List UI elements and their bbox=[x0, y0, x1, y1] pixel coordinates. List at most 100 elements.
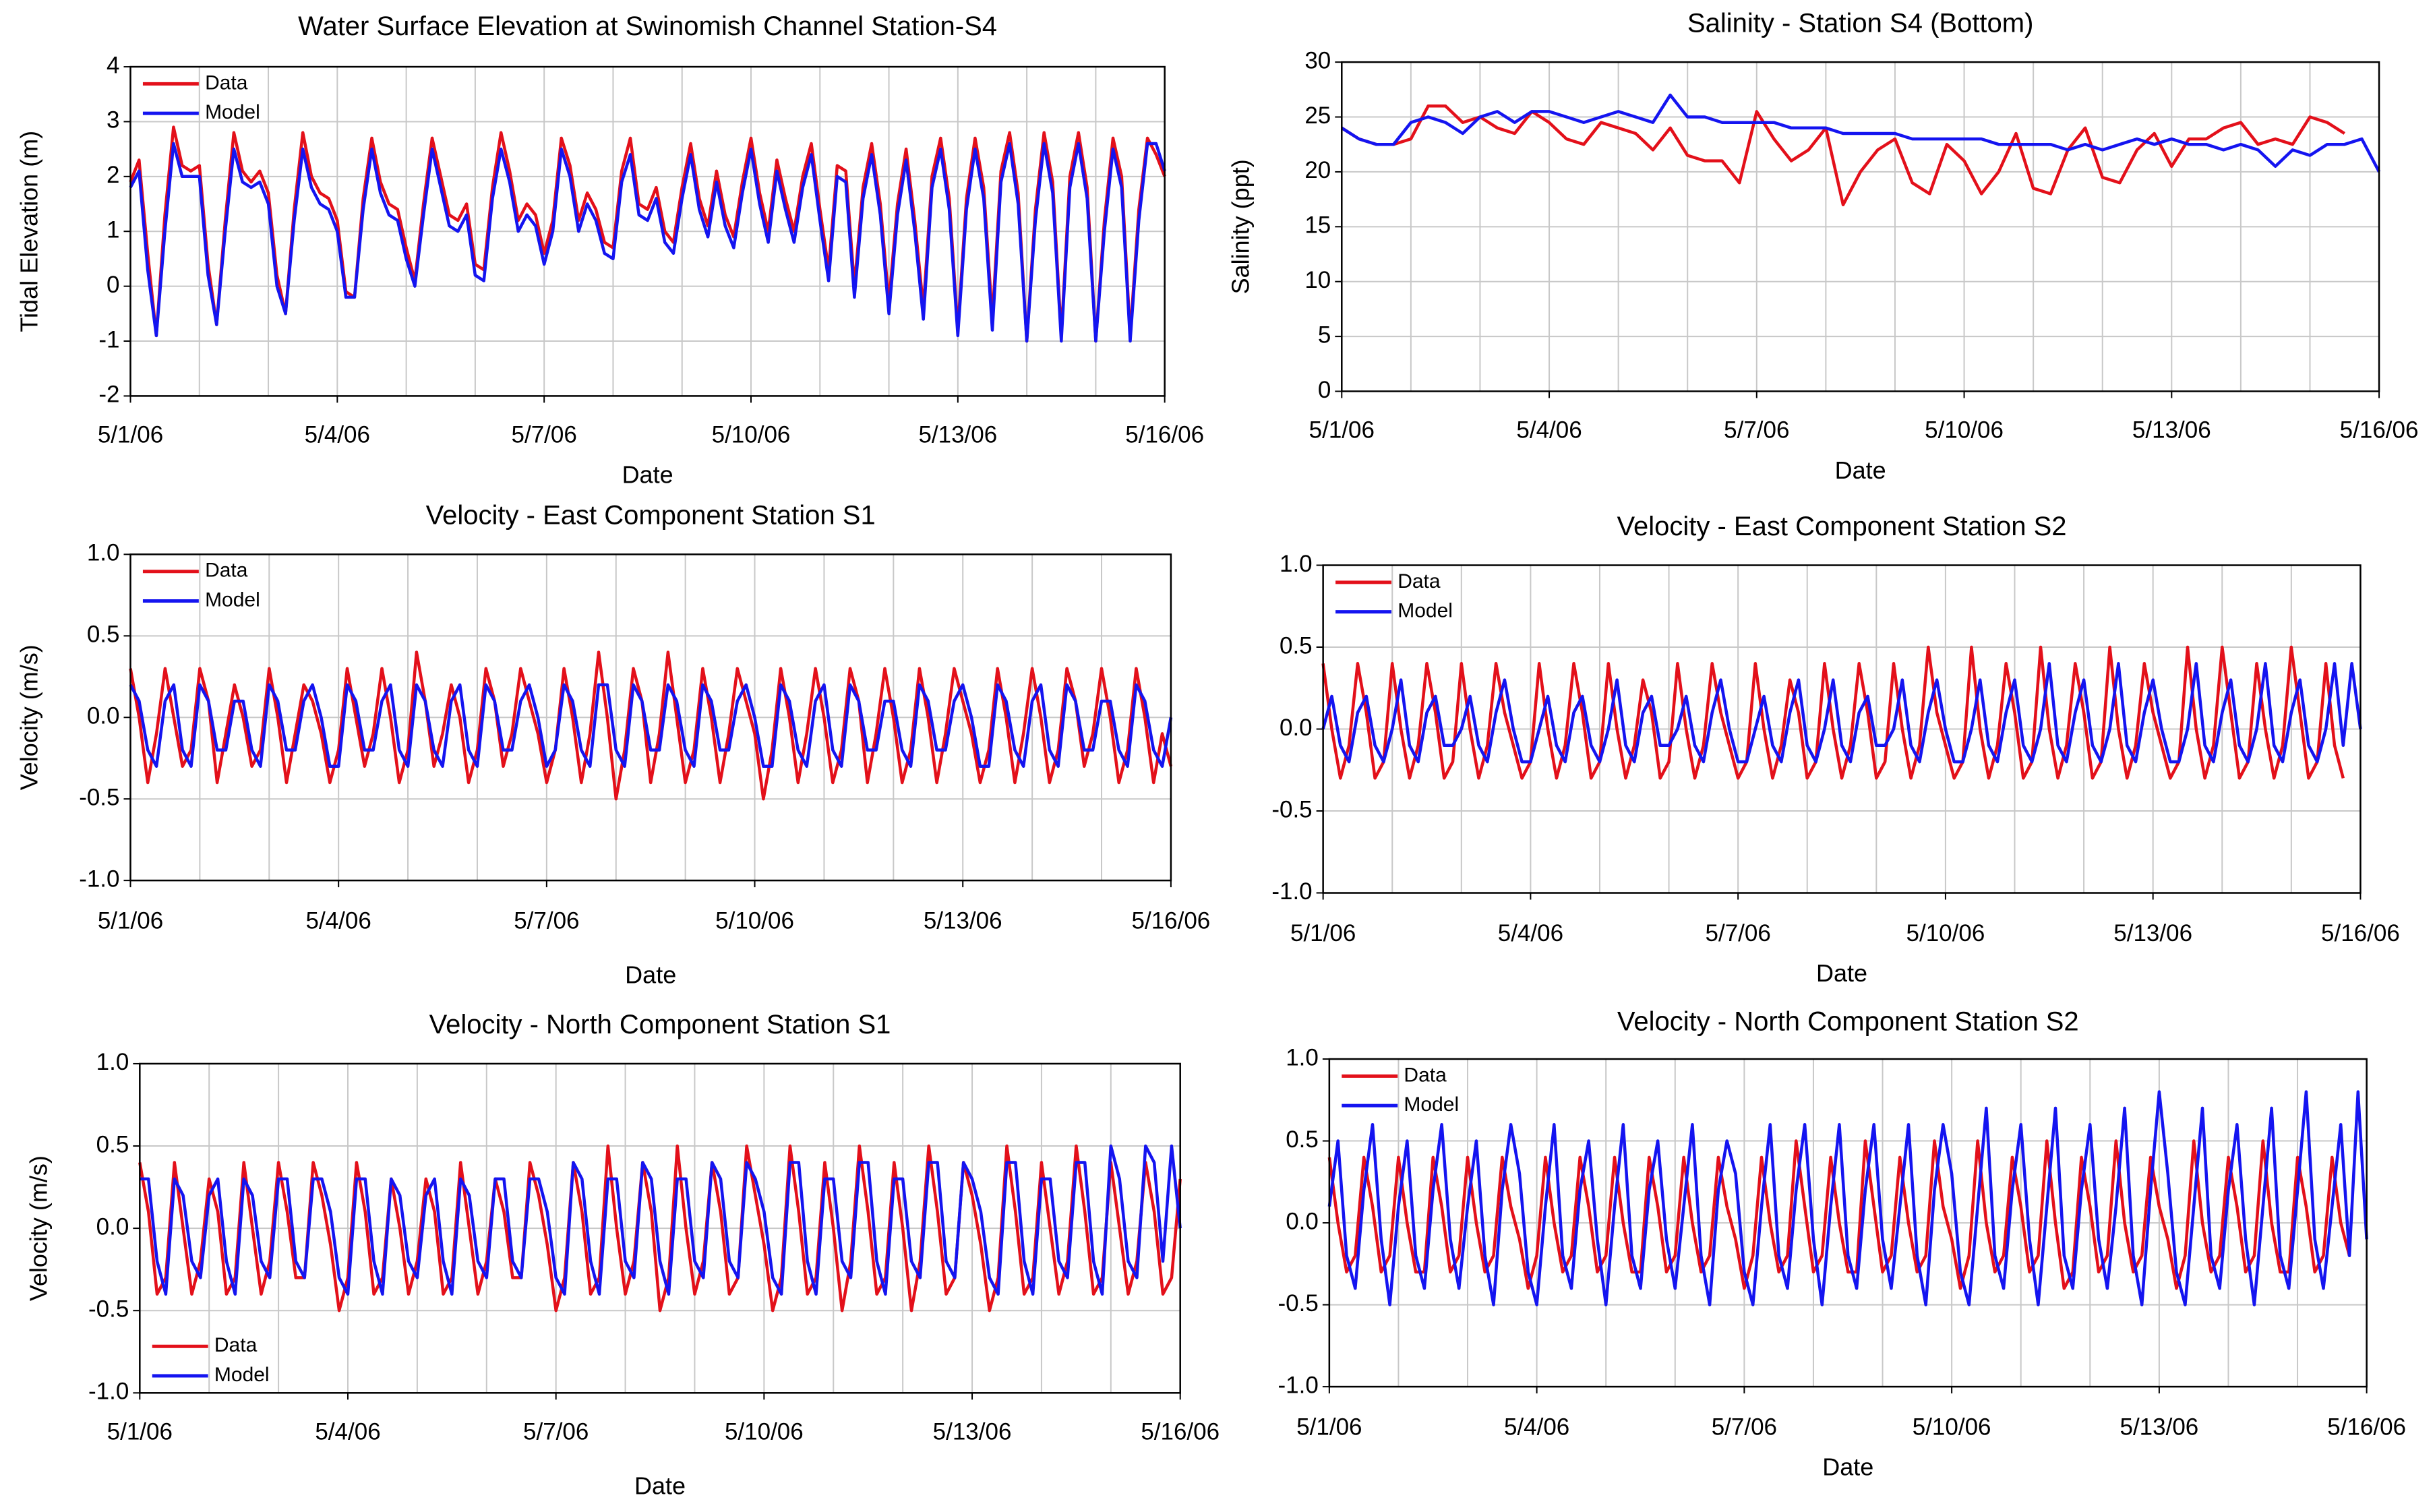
x-tick-label: 5/7/06 bbox=[512, 422, 577, 448]
x-axis-label: Date bbox=[1822, 1453, 1873, 1481]
chart-title: Velocity - East Component Station S2 bbox=[1617, 512, 2067, 541]
y-tick-label: 20 bbox=[1304, 157, 1331, 183]
y-tick-label: 0 bbox=[107, 272, 119, 298]
chart-title: Salinity - Station S4 (Bottom) bbox=[1687, 8, 2034, 38]
x-tick-label: 5/10/06 bbox=[1906, 920, 1985, 946]
y-tick-label: 0.0 bbox=[87, 703, 120, 729]
legend-label: Model bbox=[214, 1364, 270, 1386]
legend-label: Data bbox=[1397, 570, 1441, 593]
y-tick-label: -1.0 bbox=[1278, 1372, 1319, 1398]
data-line bbox=[129, 651, 1173, 801]
y-tick-label: 10 bbox=[1304, 267, 1331, 293]
y-tick-label: 0.0 bbox=[1280, 715, 1313, 741]
x-axis-label: Date bbox=[634, 1472, 686, 1499]
y-tick-label: 25 bbox=[1304, 102, 1331, 129]
y-tick-label: 0.0 bbox=[1286, 1208, 1319, 1234]
data-line bbox=[1321, 645, 2345, 780]
y-tick-label: 3 bbox=[107, 107, 119, 133]
data-line bbox=[1327, 1090, 2368, 1306]
x-tick-label: 5/4/06 bbox=[315, 1418, 380, 1445]
y-tick-label: -1.0 bbox=[79, 866, 119, 892]
legend-label: Model bbox=[205, 588, 260, 611]
y-tick-label: -2 bbox=[98, 382, 119, 408]
legend-label: Model bbox=[1404, 1093, 1459, 1116]
x-tick-label: 5/16/06 bbox=[2321, 920, 2400, 946]
plot-frame bbox=[129, 65, 1166, 397]
y-tick-label: 1 bbox=[107, 216, 119, 243]
plot-frame bbox=[129, 553, 1172, 882]
x-tick-label: 5/16/06 bbox=[1141, 1418, 1220, 1445]
x-tick-label: 5/1/06 bbox=[1290, 920, 1356, 946]
x-tick-label: 5/10/06 bbox=[1925, 417, 2004, 444]
x-axis-label: Date bbox=[625, 961, 676, 988]
x-tick-label: 5/7/06 bbox=[514, 908, 579, 934]
x-tick-label: 5/1/06 bbox=[1309, 417, 1375, 444]
chart-title: Water Surface Elevation at Swinomish Cha… bbox=[298, 11, 997, 41]
x-axis-label: Date bbox=[1835, 456, 1886, 484]
x-tick-label: 5/13/06 bbox=[2120, 1414, 2198, 1441]
data-line bbox=[1341, 93, 2381, 173]
x-tick-label: 5/4/06 bbox=[305, 422, 370, 448]
data-line bbox=[1341, 104, 2346, 207]
data-line bbox=[129, 142, 1166, 343]
y-tick-label: -1.0 bbox=[1271, 878, 1312, 905]
y-tick-label: 0.5 bbox=[96, 1131, 129, 1157]
x-tick-label: 5/10/06 bbox=[715, 908, 794, 934]
x-axis-label: Date bbox=[1816, 959, 1867, 987]
y-tick-label: -1.0 bbox=[88, 1379, 129, 1405]
plot-frame bbox=[1328, 1058, 2368, 1388]
y-tick-label: 30 bbox=[1304, 47, 1331, 73]
y-tick-label: 4 bbox=[107, 52, 119, 78]
y-tick-label: 15 bbox=[1304, 212, 1331, 239]
x-tick-label: 5/13/06 bbox=[924, 908, 1002, 934]
x-tick-label: 5/7/06 bbox=[523, 1418, 589, 1445]
legend-label: Data bbox=[1404, 1064, 1447, 1086]
plot-frame bbox=[1322, 564, 2362, 894]
y-tick-label: -0.5 bbox=[79, 784, 119, 810]
y-tick-label: 0.5 bbox=[1286, 1126, 1319, 1153]
y-tick-label: 2 bbox=[107, 162, 119, 188]
chart: Velocity - North Component Station S1 -1.… bbox=[24, 1010, 1220, 1499]
chart: Salinity - Station S4 (Bottom) 0 5 10 15 20 25… bbox=[1226, 8, 2418, 483]
y-tick-label: 5 bbox=[1318, 322, 1331, 348]
y-axis-label: Tidal Elevation (m) bbox=[16, 131, 43, 332]
x-tick-label: 5/16/06 bbox=[2327, 1414, 2406, 1441]
x-tick-label: 5/16/06 bbox=[2340, 417, 2419, 444]
y-tick-label: -0.5 bbox=[1271, 796, 1312, 822]
chart: Velocity - East Component Station S1 -1.0… bbox=[16, 501, 1211, 989]
x-tick-label: 5/4/06 bbox=[306, 908, 371, 934]
chart-title: Velocity - East Component Station S1 bbox=[426, 501, 876, 531]
y-axis-label: Salinity (ppt) bbox=[1226, 159, 1254, 294]
x-tick-label: 5/16/06 bbox=[1125, 422, 1204, 448]
x-tick-label: 5/16/06 bbox=[1132, 908, 1211, 934]
chart-title: Velocity - North Component Station S1 bbox=[429, 1010, 891, 1039]
x-tick-label: 5/1/06 bbox=[98, 422, 163, 448]
x-tick-label: 5/1/06 bbox=[98, 908, 163, 934]
x-tick-label: 5/4/06 bbox=[1516, 417, 1582, 444]
legend-label: Data bbox=[205, 560, 248, 582]
chart: Velocity - North Component Station S2 -1.… bbox=[1278, 1007, 2406, 1481]
y-tick-label: -0.5 bbox=[1278, 1290, 1319, 1317]
x-tick-label: 5/10/06 bbox=[725, 1418, 804, 1445]
legend-label: Data bbox=[214, 1334, 258, 1356]
plot-frame bbox=[1341, 61, 2380, 392]
data-line bbox=[140, 1144, 1182, 1296]
y-tick-label: 0.5 bbox=[87, 622, 120, 648]
x-tick-label: 5/13/06 bbox=[2113, 920, 2192, 946]
y-tick-label: 1.0 bbox=[96, 1049, 129, 1075]
chart: Water Surface Elevation at Swinomish Cha… bbox=[16, 11, 1204, 489]
y-axis-label: Velocity (m/s) bbox=[16, 644, 43, 790]
x-tick-label: 5/4/06 bbox=[1504, 1414, 1569, 1441]
y-tick-label: 0.5 bbox=[1280, 632, 1313, 659]
x-tick-label: 5/10/06 bbox=[1913, 1414, 1991, 1441]
y-tick-label: 1.0 bbox=[1280, 551, 1313, 577]
y-tick-label: 0.0 bbox=[96, 1213, 129, 1240]
y-tick-label: 1.0 bbox=[1286, 1044, 1319, 1070]
x-tick-label: 5/13/06 bbox=[918, 422, 997, 448]
plot-frame bbox=[139, 1062, 1181, 1394]
x-tick-label: 5/4/06 bbox=[1498, 920, 1563, 946]
y-tick-label: -0.5 bbox=[88, 1296, 129, 1322]
y-axis-label: Velocity (m/s) bbox=[24, 1155, 52, 1301]
x-tick-label: 5/1/06 bbox=[1296, 1414, 1362, 1441]
